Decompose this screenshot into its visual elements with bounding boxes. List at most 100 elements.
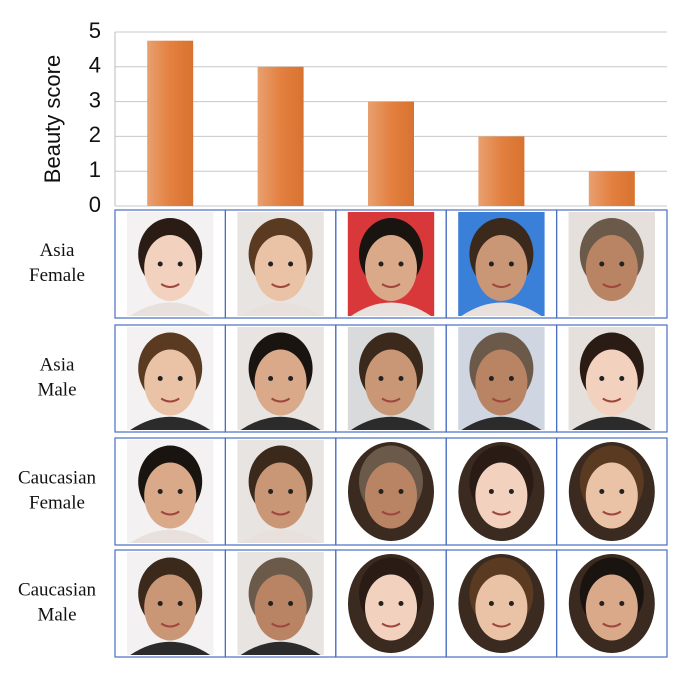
eye	[619, 376, 625, 381]
eye	[508, 261, 514, 267]
eye	[177, 376, 183, 381]
y-tick-label: 5	[89, 18, 101, 43]
eye	[488, 489, 494, 494]
eye	[157, 261, 163, 267]
eye	[378, 601, 384, 606]
eye	[398, 261, 404, 267]
eye	[619, 489, 625, 494]
row-label: Asia	[40, 240, 75, 261]
eye	[378, 376, 384, 381]
mouth	[160, 397, 180, 403]
eye	[288, 489, 294, 494]
eye	[398, 376, 404, 381]
row-label: Caucasian	[18, 467, 97, 488]
eye	[177, 601, 183, 606]
photo-frame	[555, 324, 668, 433]
mouth	[381, 510, 401, 516]
bar	[368, 101, 414, 206]
face	[475, 235, 528, 301]
face	[475, 462, 528, 529]
y-axis-label: Beauty score	[40, 55, 65, 183]
row-label: Female	[29, 265, 85, 286]
face	[365, 462, 417, 529]
mouth	[160, 622, 180, 628]
mouth	[602, 510, 622, 516]
shoulders	[461, 302, 542, 316]
eye	[599, 376, 605, 381]
eye	[157, 376, 163, 381]
eye	[268, 261, 274, 267]
face	[365, 235, 417, 301]
face	[144, 235, 197, 301]
eye	[288, 376, 294, 381]
face	[144, 462, 197, 529]
face	[144, 349, 197, 416]
eye	[268, 376, 274, 381]
shoulders	[130, 529, 211, 543]
eye	[619, 601, 625, 606]
bar	[147, 40, 194, 207]
shoulders	[571, 302, 652, 316]
mouth	[271, 283, 291, 288]
mouth	[491, 510, 511, 516]
eye	[398, 601, 404, 606]
bar	[478, 136, 525, 206]
eye	[599, 489, 605, 494]
row-label: Caucasian	[18, 579, 97, 600]
photo-frame	[555, 549, 668, 658]
eye	[488, 261, 494, 267]
mouth	[381, 283, 401, 288]
eye	[508, 601, 514, 606]
face	[585, 462, 638, 529]
mouth	[491, 397, 511, 403]
row-label: Male	[37, 604, 76, 625]
photo-frame	[555, 437, 668, 546]
mouth	[160, 283, 180, 288]
row-label: Male	[37, 379, 76, 400]
face	[254, 462, 307, 529]
face	[144, 574, 197, 641]
face	[365, 574, 417, 641]
eye	[488, 601, 494, 606]
eye	[378, 489, 384, 494]
eye	[378, 261, 384, 267]
eye	[157, 489, 163, 494]
eye	[508, 376, 514, 381]
bar	[588, 171, 635, 206]
face	[254, 349, 307, 416]
shoulders	[571, 416, 652, 430]
bar	[257, 66, 304, 206]
face	[585, 349, 638, 416]
row-label: Female	[29, 492, 85, 513]
eye	[508, 489, 514, 494]
shoulders	[130, 302, 211, 316]
face	[475, 574, 528, 641]
eye	[398, 489, 404, 494]
y-tick-label: 3	[89, 87, 101, 112]
eye	[619, 261, 625, 267]
shoulders	[240, 302, 321, 316]
eye	[177, 261, 183, 267]
mouth	[381, 622, 401, 628]
face	[365, 349, 417, 416]
shoulders	[351, 302, 431, 316]
mouth	[271, 622, 291, 628]
eye	[599, 261, 605, 267]
y-tick-label: 2	[89, 122, 101, 147]
row-label: Asia	[40, 354, 75, 375]
face	[475, 349, 528, 416]
eye	[288, 601, 294, 606]
mouth	[491, 622, 511, 628]
eye	[157, 601, 163, 606]
mouth	[381, 397, 401, 403]
shoulders	[240, 641, 321, 655]
face	[585, 574, 638, 641]
y-tick-label: 0	[89, 192, 101, 217]
eye	[268, 489, 274, 494]
eye	[177, 489, 183, 494]
mouth	[271, 397, 291, 403]
mouth	[491, 283, 511, 288]
mouth	[160, 510, 180, 516]
y-tick-label: 1	[89, 157, 101, 182]
